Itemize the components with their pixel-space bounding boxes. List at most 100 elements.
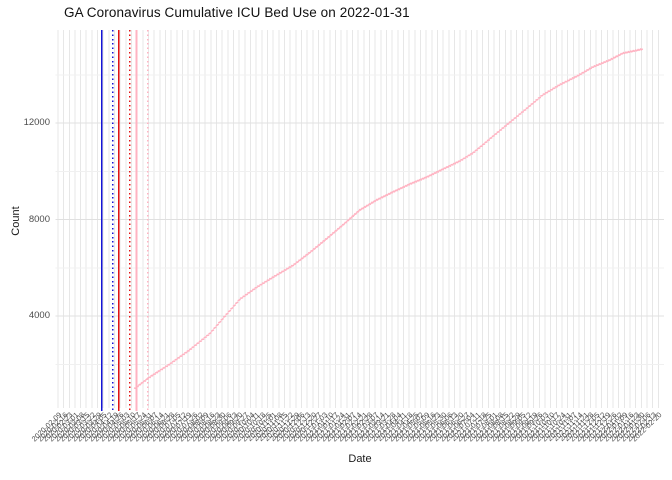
data-point (449, 165, 452, 167)
data-point (439, 169, 442, 172)
data-point (176, 358, 178, 361)
data-point (541, 94, 544, 97)
data-point (190, 348, 193, 350)
data-point (299, 258, 302, 261)
data-point (178, 356, 181, 359)
data-point (553, 87, 556, 90)
data-point (304, 255, 307, 257)
data-point (493, 135, 495, 137)
data-point (285, 268, 287, 271)
data-point (529, 104, 532, 107)
data-point (336, 229, 338, 231)
data-point (217, 323, 219, 326)
data-point (183, 353, 186, 356)
data-point (476, 149, 478, 151)
data-point (485, 141, 488, 143)
data-point (200, 340, 202, 342)
data-point (468, 154, 471, 157)
data-point (277, 273, 280, 275)
data-point (490, 137, 493, 139)
data-point (263, 282, 266, 284)
data-point (583, 71, 585, 74)
data-point (461, 159, 464, 161)
data-point (488, 139, 491, 141)
chart-title: GA Coronavirus Cumulative ICU Bed Use on… (64, 5, 410, 20)
data-point (319, 243, 321, 246)
data-point (219, 320, 222, 323)
data-point (214, 326, 217, 329)
data-point (134, 387, 137, 390)
data-point (268, 279, 270, 281)
data-point (556, 85, 559, 88)
data-point (536, 98, 539, 101)
data-point (290, 265, 292, 268)
data-point (292, 264, 295, 267)
data-point (532, 102, 534, 105)
data-point (563, 81, 566, 84)
data-point (341, 224, 343, 227)
data-point (483, 143, 486, 145)
data-point (353, 214, 355, 216)
data-point (207, 334, 210, 337)
data-point (527, 106, 529, 109)
y-axis-title: Count (10, 206, 22, 236)
data-point (561, 83, 563, 85)
data-point (307, 253, 309, 255)
data-point (587, 68, 590, 71)
data-point (534, 100, 537, 103)
data-point (568, 79, 571, 82)
data-point (524, 108, 527, 111)
data-point (333, 231, 336, 233)
data-point (551, 88, 554, 91)
data-point (321, 241, 324, 244)
data-point (495, 133, 498, 135)
y-tick-label: 12000 (23, 117, 50, 128)
data-point (202, 338, 205, 340)
data-point (231, 306, 234, 309)
y-tick-label: 4000 (28, 310, 50, 321)
data-point (464, 157, 466, 160)
data-point (166, 365, 169, 368)
data-point (161, 368, 164, 371)
data-point (350, 216, 353, 219)
data-point (241, 296, 244, 299)
data-point (324, 239, 326, 242)
data-point (246, 293, 249, 296)
data-point (275, 274, 278, 277)
data-point (151, 374, 154, 377)
data-point (144, 380, 147, 382)
data-point (539, 96, 542, 99)
data-point (139, 383, 142, 386)
data-point (517, 114, 520, 117)
data-point (224, 315, 227, 317)
data-point (159, 370, 161, 372)
data-point (173, 360, 176, 363)
data-point (168, 363, 171, 366)
data-point (193, 346, 195, 348)
data-point (273, 276, 275, 278)
data-point (343, 222, 346, 225)
data-point (478, 147, 481, 149)
data-point (311, 249, 314, 252)
data-point (473, 151, 476, 153)
data-point (256, 286, 258, 289)
data-point (248, 291, 251, 294)
data-point (580, 73, 583, 75)
data-point (270, 277, 273, 280)
data-point (154, 373, 156, 376)
data-point (185, 351, 188, 354)
data-point (227, 312, 229, 315)
data-point (573, 77, 576, 79)
data-point (297, 260, 300, 263)
data-point (239, 298, 241, 301)
data-point (466, 156, 469, 158)
data-point (456, 161, 459, 164)
data-point (444, 167, 447, 170)
data-point (258, 285, 261, 287)
data-point (500, 129, 503, 131)
data-point (544, 93, 546, 95)
y-tick-label: 8000 (28, 213, 50, 225)
data-point (146, 378, 149, 381)
